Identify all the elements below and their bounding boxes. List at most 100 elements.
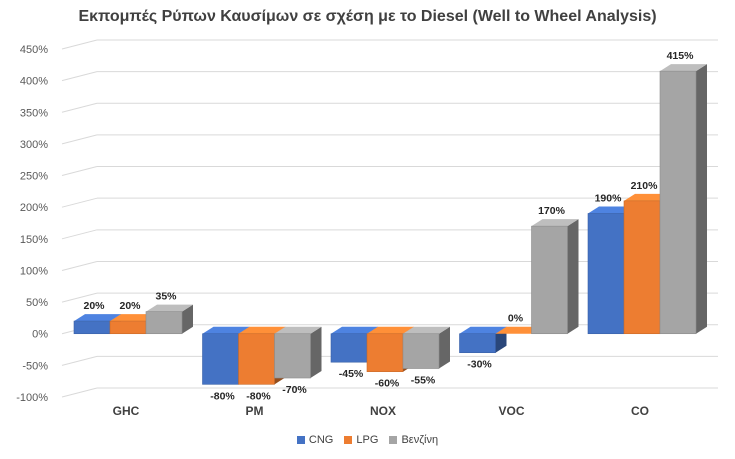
bar-front — [531, 225, 568, 335]
gridline-depth — [61, 197, 98, 208]
data-label: 20% — [119, 300, 141, 312]
gridline-depth — [61, 229, 98, 240]
bar-front — [587, 213, 625, 335]
data-label: -70% — [282, 384, 307, 396]
legend: CNG LPG Βενζίνη — [0, 434, 735, 446]
data-label: -30% — [467, 359, 492, 371]
x-axis-tick-labels: GHC PM NOX VOC CO — [113, 404, 649, 418]
y-tick-label: 400% — [20, 76, 48, 88]
chart-title: Εκπομπές Ρύπων Καυσίμων σε σχέση με το D… — [78, 8, 657, 25]
gridline-depth — [61, 260, 98, 271]
data-label: 20% — [83, 300, 105, 312]
bar — [659, 64, 707, 335]
y-tick-label: 200% — [20, 202, 48, 214]
bar-front — [402, 333, 440, 369]
bar — [402, 326, 450, 369]
bar-front — [238, 333, 275, 385]
bar-top — [624, 193, 671, 201]
legend-label-lpg: LPG — [356, 434, 379, 446]
data-label: -55% — [411, 375, 436, 387]
data-label: 210% — [631, 180, 659, 192]
bar-top — [660, 64, 707, 72]
bar-top — [588, 206, 635, 214]
bar-front — [330, 333, 368, 363]
gridline-depth — [61, 292, 98, 303]
bar-top — [531, 219, 579, 227]
x-tick-label: GHC — [113, 404, 140, 418]
gridline-depth — [61, 166, 98, 177]
y-tick-label: 150% — [20, 234, 48, 246]
bar — [145, 304, 193, 335]
y-tick-label: 350% — [20, 107, 48, 119]
bars — [73, 64, 707, 385]
bar-top — [74, 314, 121, 322]
bar-front — [366, 333, 404, 372]
data-label: 190% — [595, 193, 623, 205]
bar-top — [110, 314, 157, 322]
y-tick-label: 300% — [20, 139, 48, 151]
legend-label-cng: CNG — [308, 434, 334, 446]
bar-side — [567, 219, 579, 334]
bar — [459, 326, 507, 354]
bar-top — [367, 326, 414, 334]
x-tick-label: PM — [246, 404, 264, 418]
bar-top — [238, 326, 286, 334]
gridline-depth — [61, 387, 98, 398]
data-label: 35% — [155, 291, 177, 303]
bar-top — [274, 326, 322, 334]
gridline-depth — [61, 355, 98, 366]
legend-label-benzine: Βενζίνη — [401, 434, 439, 446]
bar-front — [202, 333, 239, 385]
y-tick-label: -100% — [16, 392, 48, 404]
y-axis-tick-labels: -100% -50% 0% 50% 100% 150% 200% 250% 300% 350% 40… — [16, 44, 48, 404]
bar-front — [459, 333, 496, 354]
data-label: 170% — [538, 205, 566, 217]
bar-front — [274, 333, 311, 379]
y-tick-label: 100% — [20, 265, 48, 277]
gridline-depth — [61, 71, 98, 82]
bar-top — [459, 326, 507, 334]
data-label: -45% — [339, 368, 364, 380]
bar-top — [403, 326, 450, 334]
legend-swatch-cng — [296, 436, 305, 444]
legend-item-benzine: Βενζίνη — [389, 434, 438, 446]
bar-top — [146, 304, 193, 312]
y-tick-label: 250% — [20, 171, 48, 183]
gridline-depth — [61, 134, 98, 145]
bar-side — [696, 64, 707, 334]
data-label: 0% — [508, 313, 524, 325]
data-label: 415% — [667, 50, 695, 62]
gridline-depth — [61, 39, 98, 50]
y-tick-label: 0% — [32, 329, 48, 341]
bar-front — [623, 200, 661, 335]
legend-item-cng: CNG — [296, 434, 334, 446]
bar-top — [202, 326, 250, 334]
bar-front — [109, 320, 147, 335]
bar-side — [439, 326, 450, 369]
bar-side — [182, 304, 193, 334]
bar-front — [73, 320, 111, 335]
x-tick-label: VOC — [498, 404, 524, 418]
bar — [274, 326, 322, 379]
x-tick-label: CO — [631, 404, 649, 418]
y-tick-label: 50% — [26, 297, 48, 309]
legend-item-lpg: LPG — [344, 434, 378, 446]
bar-side — [310, 326, 322, 379]
x-tick-label: NOX — [370, 404, 396, 418]
data-label: -80% — [246, 390, 271, 402]
bar — [531, 219, 579, 335]
data-label: -80% — [210, 390, 235, 402]
legend-swatch-lpg — [344, 436, 353, 444]
bar-front — [659, 70, 697, 335]
bar-top — [331, 326, 378, 334]
y-tick-label: 450% — [20, 44, 48, 56]
legend-swatch-benzine — [389, 436, 398, 444]
data-label: -60% — [375, 378, 400, 390]
bar-front — [145, 311, 183, 335]
data-labels: 20% 20% 35% -80% -80% -70% -45% -60% -55% -30% 0% 1… — [83, 50, 694, 402]
bar-top — [495, 326, 543, 334]
gridline-depth — [61, 102, 98, 113]
bar — [495, 326, 543, 334]
